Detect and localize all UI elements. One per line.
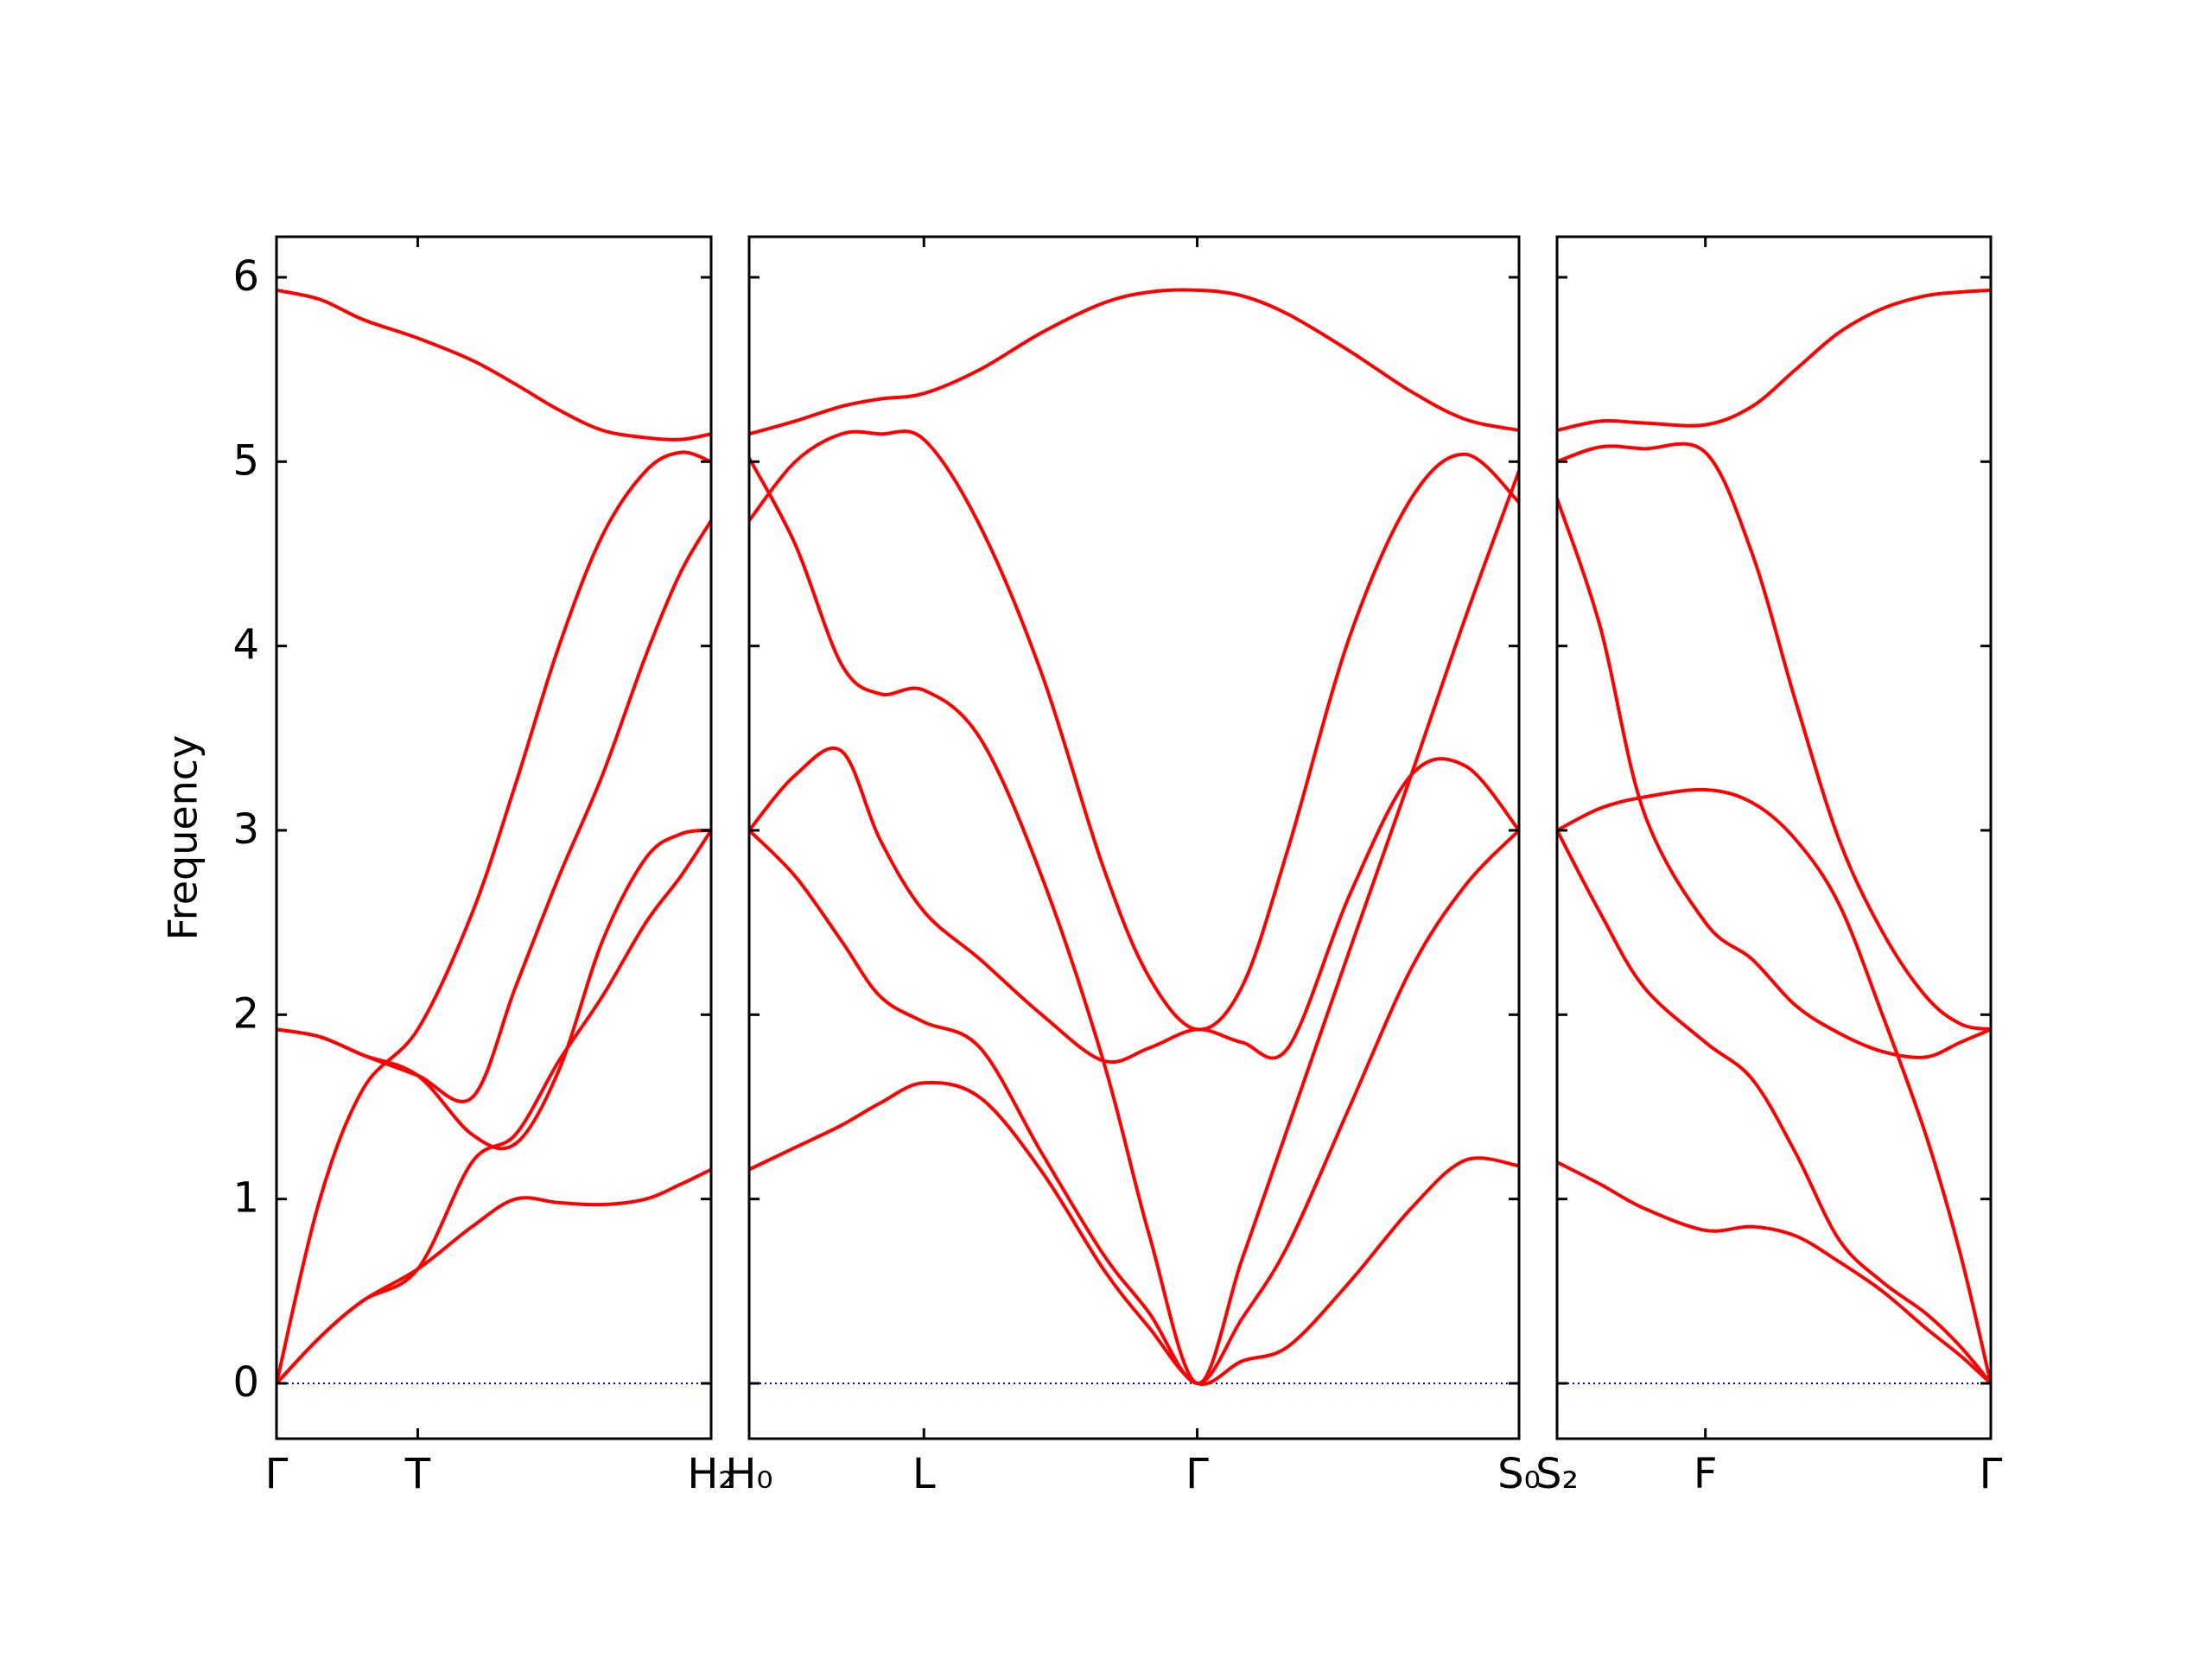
x-tick-label: Γ <box>265 1450 289 1498</box>
y-tick-label: 2 <box>232 989 259 1038</box>
x-tick-label: L <box>912 1450 936 1498</box>
axes-frame <box>1555 235 1993 1440</box>
y-tick-label: 1 <box>232 1174 259 1223</box>
band-line <box>749 829 1519 1385</box>
band-line <box>1557 830 1991 1385</box>
band-line <box>1557 442 1991 1032</box>
x-tick-label: H₀ <box>725 1450 772 1498</box>
y-tick-label: 3 <box>232 805 259 854</box>
axes-frame <box>275 235 713 1440</box>
x-tick-label: T <box>404 1450 431 1498</box>
x-tick-label: Γ <box>1185 1450 1209 1498</box>
y-tick-label: 4 <box>232 621 259 670</box>
x-tick-label: S₀ <box>1497 1450 1541 1498</box>
x-tick-label: H₂ <box>687 1450 734 1498</box>
y-tick-label: 0 <box>232 1358 259 1407</box>
band-line <box>749 288 1519 436</box>
band-line <box>1557 1160 1991 1385</box>
band-line <box>1557 787 1991 1384</box>
band-line <box>276 450 711 1384</box>
band-line <box>749 457 1519 1385</box>
axes-frame <box>747 235 1521 1440</box>
band-line <box>276 1167 711 1385</box>
band-line <box>276 828 711 1151</box>
x-tick-label: Γ <box>1980 1450 2003 1498</box>
band-line <box>276 288 711 442</box>
band-line <box>749 1080 1519 1387</box>
x-tick-label: F <box>1694 1450 1718 1498</box>
band-line <box>1557 498 1991 1059</box>
band-line <box>749 746 1519 1065</box>
band-line <box>1557 288 1991 432</box>
y-axis-label: Frequency <box>160 735 207 941</box>
y-tick-label: 6 <box>232 252 259 301</box>
x-tick-label: S₂ <box>1535 1450 1579 1498</box>
band-line <box>749 429 1519 1032</box>
y-tick-label: 5 <box>232 436 259 485</box>
